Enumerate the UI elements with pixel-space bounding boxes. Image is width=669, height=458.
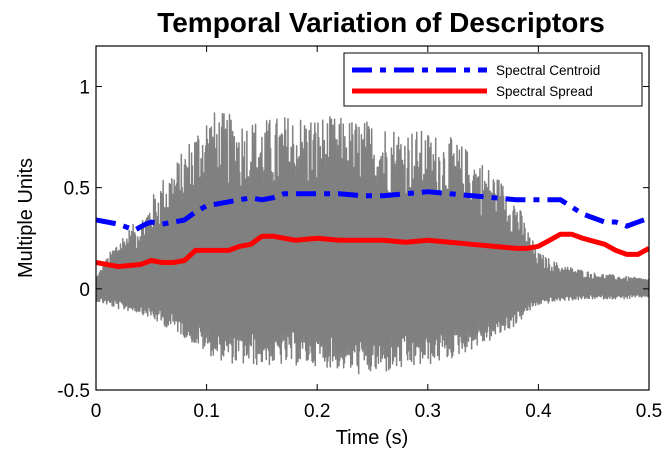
legend-label-spectral-centroid: Spectral Centroid bbox=[496, 63, 600, 78]
x-axis-ticks: 0 0.1 0.2 0.3 0.4 0.5 bbox=[91, 46, 662, 422]
legend-label-spectral-spread: Spectral Spread bbox=[496, 84, 593, 99]
x-tick-label: 0.5 bbox=[636, 401, 662, 422]
y-tick-label: 0.5 bbox=[64, 179, 90, 200]
plot-frame bbox=[95, 45, 650, 391]
chart-title: Temporal Variation of Descriptors bbox=[157, 7, 605, 38]
y-tick-label: 1 bbox=[79, 77, 90, 98]
y-tick-label: 0 bbox=[79, 280, 90, 301]
legend: Spectral Centroid Spectral Spread bbox=[343, 52, 643, 107]
series-line-spectral-spread bbox=[96, 231, 649, 270]
waveform bbox=[96, 112, 649, 375]
x-axis-label: Time (s) bbox=[336, 427, 409, 449]
x-tick-label: 0.1 bbox=[193, 401, 219, 422]
legend-box bbox=[343, 52, 643, 107]
x-tick-label: 0.4 bbox=[525, 401, 552, 422]
waveform-line bbox=[96, 112, 649, 375]
x-tick-label: 0 bbox=[91, 401, 102, 422]
y-axis-label: Multiple Units bbox=[15, 158, 37, 278]
plot-content bbox=[96, 112, 649, 375]
y-tick-label: -0.5 bbox=[57, 381, 90, 402]
x-tick-label: 0.3 bbox=[415, 401, 441, 422]
series-layer bbox=[96, 189, 649, 270]
series-line-spectral-centroid bbox=[96, 189, 649, 233]
y-axis-ticks: -0.5 0 0.5 1 bbox=[57, 77, 649, 402]
x-tick-label: 0.2 bbox=[304, 401, 330, 422]
